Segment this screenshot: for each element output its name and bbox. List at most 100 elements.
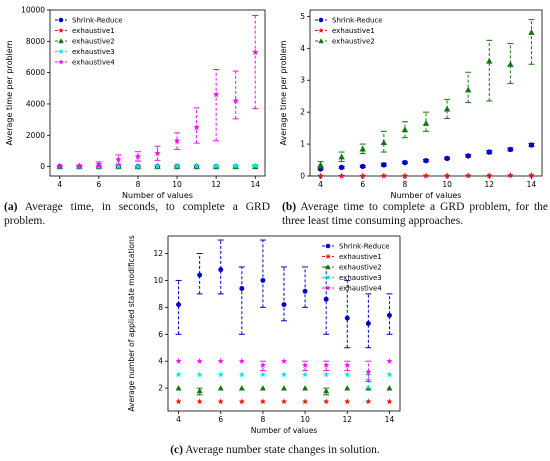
data-point [281,302,287,308]
data-point [280,398,288,405]
data-point [238,371,245,378]
x-tick-label: 12 [484,180,494,189]
y-tick-label: 8000 [26,37,45,46]
data-point [423,158,429,164]
legend-marker [325,274,331,280]
data-point [485,172,493,179]
data-point [422,120,430,126]
data-point [386,312,392,318]
legend-marker [318,17,324,23]
y-tick-label: 6 [158,330,163,339]
data-point [259,385,266,391]
y-tick-label: 3 [300,76,305,85]
data-point [323,387,330,394]
data-point [154,149,161,157]
data-point [323,296,329,302]
data-point [317,161,324,168]
data-point [528,29,535,35]
data-point [238,357,245,364]
caption-a: (a) Average time, in seconds, to complet… [4,200,270,228]
plot-frame [49,9,266,177]
data-point [528,142,535,148]
series-exhaustive1 [175,398,393,405]
data-point [386,357,393,364]
data-point [344,361,351,368]
data-point [260,277,266,283]
data-point [302,398,309,405]
series-exhaustive4 [175,357,393,382]
chart-a-average-time: 4 6 8 10 12 14 0 2000 4000 6000 8000 10000 Number of… [5,6,266,200]
x-axis-label: Number of values [251,426,318,435]
legend-entry: Shrink-Reduce [339,243,390,251]
data-point [507,61,514,67]
x-tick-label: 10 [172,180,182,189]
data-point [251,162,259,169]
legend-entry: exhaustive2 [332,38,375,46]
data-point [259,361,266,368]
data-point [193,123,200,131]
data-point [338,172,345,179]
data-point [196,357,203,364]
data-point [302,371,309,378]
data-point [239,286,245,291]
caption-b: (b) Average time to complete a GRD probl… [282,200,548,228]
x-tick-label: 6 [96,180,101,189]
data-point [218,267,224,273]
series-exhaustive2 [175,385,393,396]
legend: Shrink-Reduce exhaustive1 exhaustive2 exhau… [322,243,390,293]
data-point [365,398,372,405]
legend-marker [58,27,64,33]
x-tick-label: 6 [360,180,365,189]
data-point [338,153,345,160]
data-point [115,162,122,170]
y-tick-label: 2 [300,108,305,117]
legend-marker [318,38,324,44]
y-tick-label: 5 [300,12,305,21]
data-point [280,371,288,378]
data-point [380,172,388,179]
data-point [323,361,330,368]
data-point [217,357,224,364]
data-point [507,171,514,179]
x-tick-label: 6 [218,415,223,424]
data-point [344,371,351,378]
data-point [344,398,351,405]
legend-entry: Shrink-Reduce [332,17,383,25]
y-tick-label: 2000 [26,131,45,140]
data-point [507,146,514,153]
legend-marker [58,17,64,23]
data-point [176,302,182,308]
legend-marker [58,59,64,65]
y-axis-label: Average time per problem [5,40,14,145]
data-point [280,357,288,364]
x-tick-label: 14 [385,415,395,424]
y-tick-label: 10000 [21,6,45,15]
data-point [402,159,408,166]
y-axis-label: Average time per problem [279,40,288,145]
data-point [486,149,492,155]
legend-entry: exhaustive2 [72,38,115,46]
data-point [302,361,309,368]
caption-b-tag: (b) [282,201,297,213]
series-Shrink-Reduce [175,239,393,349]
x-tick-label: 10 [300,415,310,424]
data-point [386,398,393,405]
data-point [401,172,409,179]
data-point [381,162,387,168]
data-point [317,172,324,179]
y-tick-label: 0 [300,172,305,181]
legend-entry: exhaustive1 [339,253,382,261]
data-point [338,164,345,171]
data-point [196,398,203,405]
data-point [259,398,266,405]
y-tick-label: 4 [158,357,163,366]
data-point [232,97,240,104]
legend-marker [325,243,331,249]
y-tick-label: 8 [158,303,163,312]
legend-marker [325,264,331,270]
legend-entry: Shrink-Reduce [72,17,123,25]
legend-marker [325,253,331,259]
legend-entry: exhaustive1 [72,27,115,35]
plot-frame [167,235,401,412]
